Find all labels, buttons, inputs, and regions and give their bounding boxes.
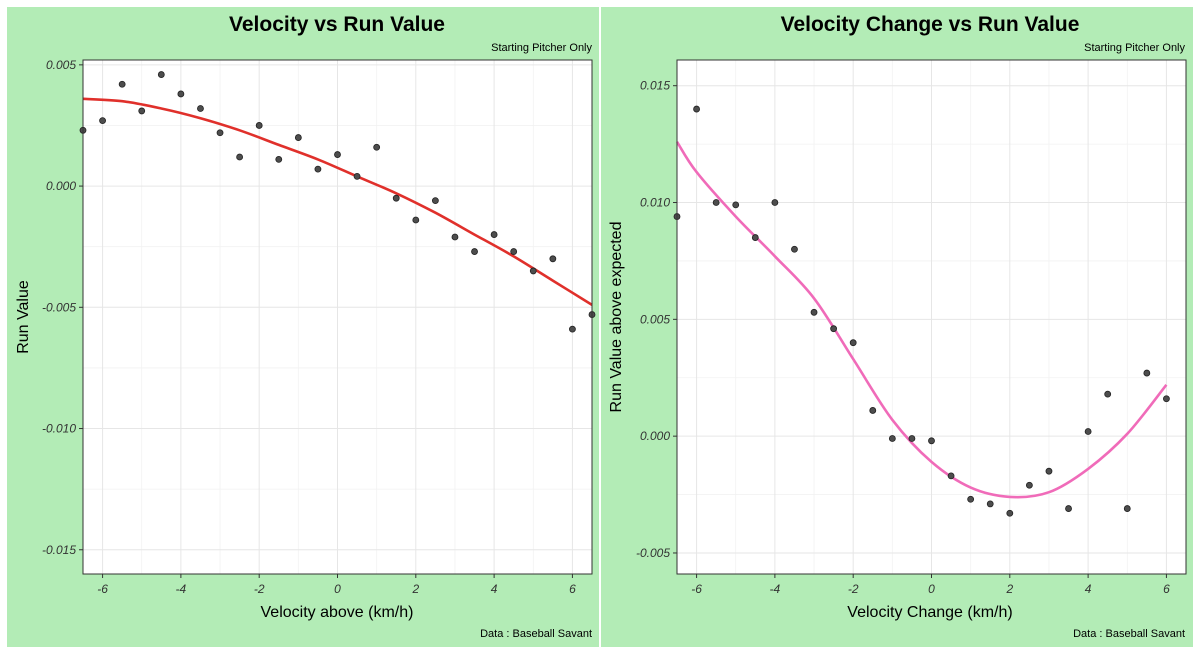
data-points bbox=[79, 71, 596, 333]
data-point bbox=[947, 472, 955, 480]
data-point bbox=[99, 117, 106, 125]
data-point bbox=[471, 248, 478, 255]
y-tick-label: -0.005 bbox=[42, 300, 76, 314]
x-axis-ticks: -6 -4 -2 0 2 4 6 bbox=[97, 574, 576, 596]
y-tick-label: 0.010 bbox=[640, 196, 670, 210]
data-point bbox=[810, 308, 818, 316]
data-point bbox=[1084, 428, 1092, 435]
grid-lines bbox=[83, 60, 592, 574]
x-tick-label: 0 bbox=[334, 582, 341, 596]
grid-lines bbox=[677, 60, 1186, 574]
trend-line bbox=[675, 141, 1168, 499]
data-point bbox=[353, 172, 361, 180]
data-point bbox=[1123, 505, 1131, 512]
data-point bbox=[392, 194, 400, 202]
data-point bbox=[1163, 395, 1170, 403]
data-point bbox=[693, 105, 700, 113]
data-point bbox=[314, 165, 322, 173]
y-axis-ticks: 0.015 0.010 0.005 0.000 -0.005 bbox=[636, 79, 677, 560]
data-point bbox=[236, 153, 244, 161]
chart-title: Velocity vs Run Value bbox=[229, 13, 445, 36]
chart-title: Velocity Change vs Run Value bbox=[781, 13, 1080, 36]
data-point bbox=[849, 339, 857, 347]
x-tick-label: -2 bbox=[848, 582, 859, 596]
data-point bbox=[373, 143, 381, 151]
chart-caption: Data : Baseball Savant bbox=[1073, 628, 1185, 640]
x-tick-label: -4 bbox=[176, 582, 187, 596]
y-tick-label: -0.010 bbox=[42, 422, 76, 436]
data-point bbox=[751, 234, 759, 241]
data-point bbox=[549, 255, 557, 263]
data-point bbox=[510, 248, 518, 255]
data-point bbox=[830, 325, 838, 333]
data-point bbox=[732, 201, 740, 209]
chart-subtitle: Starting Pitcher Only bbox=[1084, 42, 1185, 54]
data-point bbox=[157, 71, 165, 78]
y-tick-label: 0.005 bbox=[640, 312, 670, 326]
x-tick-label: 4 bbox=[491, 582, 498, 596]
data-point bbox=[771, 199, 779, 206]
data-point bbox=[1065, 505, 1072, 512]
data-point bbox=[412, 216, 420, 224]
data-point bbox=[928, 437, 935, 445]
x-axis-ticks: -6 -4 -2 0 2 4 6 bbox=[691, 574, 1170, 596]
x-tick-label: -4 bbox=[770, 582, 781, 596]
x-tick-label: 0 bbox=[928, 582, 935, 596]
y-axis-title: Run Value above expected bbox=[608, 222, 625, 413]
x-axis-title: Velocity Change (km/h) bbox=[847, 604, 1012, 621]
data-point bbox=[869, 407, 877, 414]
chart-subtitle: Starting Pitcher Only bbox=[491, 42, 592, 54]
data-point bbox=[1025, 481, 1033, 489]
chart-panel-velocity: -6 -4 -2 0 2 4 6 0.0050.000-0.005-0.010-0.015 … bbox=[7, 7, 599, 647]
trend-line bbox=[82, 97, 593, 306]
data-point bbox=[294, 134, 302, 141]
data-point bbox=[712, 199, 720, 206]
x-tick-label: -2 bbox=[254, 582, 265, 596]
data-point bbox=[1143, 369, 1151, 377]
x-tick-label: 4 bbox=[1085, 582, 1092, 596]
data-point bbox=[569, 325, 576, 333]
x-tick-label: 2 bbox=[411, 582, 419, 596]
y-tick-label: 0.000 bbox=[46, 179, 76, 193]
y-tick-label: -0.005 bbox=[636, 546, 670, 560]
data-point bbox=[216, 129, 224, 137]
data-point bbox=[791, 245, 798, 253]
x-tick-label: 6 bbox=[569, 582, 576, 596]
data-point bbox=[138, 107, 146, 115]
y-tick-label: 0.015 bbox=[640, 79, 670, 93]
data-point bbox=[1006, 509, 1014, 517]
data-point bbox=[177, 90, 185, 98]
y-tick-label: -0.015 bbox=[42, 543, 76, 557]
x-axis-title: Velocity above (km/h) bbox=[261, 604, 414, 621]
y-axis-ticks: 0.005 0.000 -0.005 -0.010 -0.015 bbox=[42, 58, 83, 557]
data-point bbox=[1104, 390, 1112, 398]
data-point bbox=[118, 80, 126, 88]
data-point bbox=[431, 197, 439, 205]
data-point bbox=[888, 435, 896, 442]
data-point bbox=[967, 495, 975, 503]
data-point bbox=[197, 105, 204, 112]
y-axis-title: Run Value bbox=[15, 280, 32, 354]
y-tick-label: 0.000 bbox=[640, 429, 670, 443]
chart-caption: Data : Baseball Savant bbox=[480, 628, 592, 640]
data-point bbox=[275, 156, 283, 163]
y-tick-label: 0.005 bbox=[46, 58, 76, 72]
x-tick-label: -6 bbox=[97, 582, 108, 596]
data-point bbox=[1045, 467, 1053, 475]
data-point bbox=[529, 267, 537, 275]
data-point bbox=[334, 151, 341, 158]
data-point bbox=[908, 435, 916, 442]
data-point bbox=[490, 231, 498, 238]
data-point bbox=[986, 500, 994, 508]
x-tick-label: 2 bbox=[1005, 582, 1013, 596]
x-tick-label: -6 bbox=[691, 582, 702, 596]
data-point bbox=[451, 233, 459, 241]
data-point bbox=[255, 122, 263, 129]
x-tick-label: 6 bbox=[1163, 582, 1170, 596]
chart-panel-velocity-change: -6 -4 -2 0 2 4 6 0.015 0.010 0.005 0.000 -0.005 Ve… bbox=[601, 7, 1193, 647]
